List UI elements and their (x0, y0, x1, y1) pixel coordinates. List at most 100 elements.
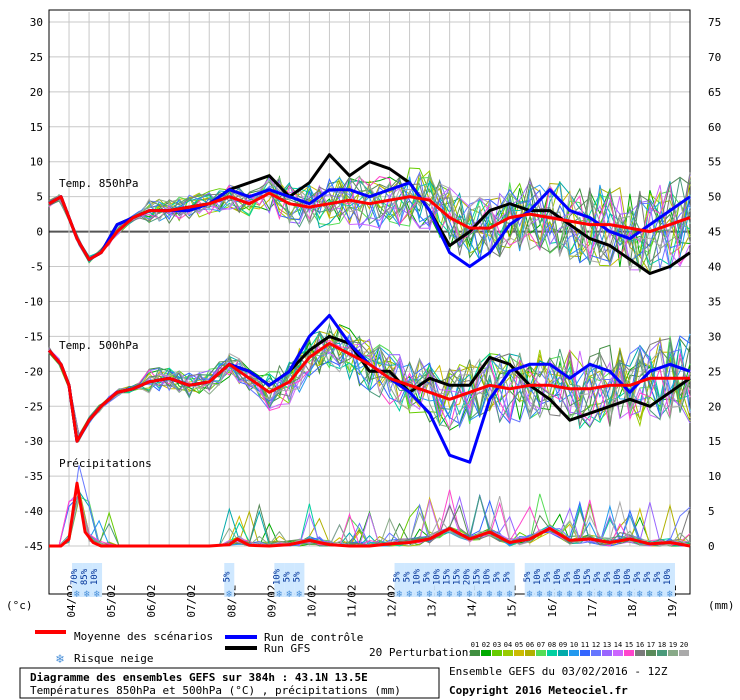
x-tick-label: 06/02 (145, 584, 158, 617)
perturbation-color-legend: 01 02 03 04 05 06 07 08 09 10 11 12 13 14 15 16 17 18 19 20 (470, 641, 689, 656)
snow-risk-marker: 5% ❄ (633, 563, 645, 600)
perturbation-id: 01 (471, 641, 479, 649)
perturbation-id: 18 (658, 641, 666, 649)
perturbation-id: 19 (669, 641, 677, 649)
snow-risk-marker: 10% ❄ (663, 563, 675, 600)
perturbation-swatch (613, 650, 623, 656)
snow-risk-box (554, 563, 565, 597)
panel-label-t500: Temp. 500hPa (59, 339, 138, 352)
snow-risk-box (584, 563, 595, 597)
snow-risk-pct: 10% (533, 568, 543, 585)
perturbation-id: 07 (537, 641, 545, 649)
perturbation-id: 05 (515, 641, 523, 649)
snow-risk-pct: 5% (643, 571, 653, 582)
perturbation-t500-12 (48, 333, 691, 442)
y-tick-right: 60 (708, 121, 721, 134)
snow-risk-marker: 5% ❄ (393, 563, 405, 600)
snow-risk-marker: 10% ❄ (413, 563, 425, 600)
snow-risk-box (504, 563, 515, 597)
perturbation-id: 08 (548, 641, 556, 649)
perturbation-t850-16 (48, 172, 691, 263)
snowflake-icon: ❄ (477, 589, 484, 600)
snow-risk-box (594, 563, 605, 597)
snowflake-icon: ❄ (55, 652, 64, 667)
snow-risk-box (654, 563, 665, 597)
snow-risk-pct: 10% (413, 568, 423, 585)
snow-risk-pct: 5% (423, 571, 433, 582)
perturbation-swatch (602, 650, 612, 656)
snowflake-icon: ❄ (627, 589, 634, 600)
snowflake-icon: ❄ (547, 589, 554, 600)
snow-risk-box (434, 563, 445, 597)
snow-risk-box (634, 563, 645, 597)
panel-label-t850: Temp. 850hPa (59, 177, 138, 190)
snow-risk-box (604, 563, 615, 597)
snowflake-icon: ❄ (55, 652, 64, 667)
perturbation-id: 11 (581, 641, 589, 649)
y-tick-right: 75 (708, 16, 721, 29)
footer-run: Ensemble GEFS du 03/02/2016 - 12Z (449, 665, 668, 678)
snow-risk-marker: 15% ❄ (473, 563, 485, 600)
y-tick-left: 30 (30, 16, 43, 29)
footer-title: Diagramme des ensembles GEFS sur 384h : … (30, 671, 368, 684)
perturbation-id: 15 (625, 641, 633, 649)
snowflake-icon: ❄ (507, 589, 514, 600)
perturbation-t850-17 (48, 176, 691, 267)
snowflake-icon: ❄ (647, 589, 654, 600)
snow-risk-marker: 5% ❄ (523, 563, 535, 600)
perturbation-swatch (635, 650, 645, 656)
snow-risk-marker: 5% ❄ (503, 563, 515, 600)
snow-risk-pct: 5% (282, 571, 292, 582)
y-tick-left: 15 (30, 121, 43, 134)
snowflake-icon: ❄ (447, 589, 454, 600)
snow-risk-marker: 5% ❄ (292, 563, 305, 600)
perturbation-id: 12 (592, 641, 600, 649)
snow-risk-pct: 10% (573, 568, 583, 585)
legend-control-label: Run de contrôle (264, 631, 363, 644)
y-tick-right: 40 (708, 261, 721, 274)
snow-risk-marker: 5% ❄ (282, 563, 295, 600)
y-tick-right: 65 (708, 86, 721, 99)
snow-risk-box (274, 563, 285, 597)
legend-snow-label: Risque neige (74, 652, 153, 665)
snowflake-icon: ❄ (226, 589, 233, 600)
perturbation-swatch (569, 650, 579, 656)
y-tick-left: 5 (36, 191, 43, 204)
snow-risk-marker: 5% ❄ (493, 563, 505, 600)
snow-risk-box (534, 563, 545, 597)
snowflake-icon: ❄ (617, 589, 624, 600)
series-t850-run-de-contr-le (48, 181, 691, 268)
snow-risk-pct: 10% (553, 568, 563, 585)
snowflake-icon: ❄ (577, 589, 584, 600)
y-tick-right: 0 (708, 540, 715, 553)
y-tick-left: -10 (23, 295, 43, 308)
perturbation-id: 09 (559, 641, 567, 649)
snowflake-icon: ❄ (407, 589, 414, 600)
snow-risk-box (574, 563, 585, 597)
snow-risk-pct: 5% (633, 571, 643, 582)
snowflake-icon: ❄ (527, 589, 534, 600)
perturbation-swatch (503, 650, 513, 656)
footer-box (19, 667, 440, 699)
footer-copyright: Copyright 2016 Meteociel.fr (449, 684, 628, 697)
main-series-lines (47, 153, 691, 548)
perturbation-swatch (591, 650, 601, 656)
y-tick-left: -35 (23, 470, 43, 483)
snow-risk-marker: 15% ❄ (443, 563, 455, 600)
snow-risk-marker: 5% ❄ (543, 563, 555, 600)
snowflake-icon: ❄ (557, 589, 564, 600)
perturbation-id: 14 (614, 641, 622, 649)
perturbation-t500-13 (48, 338, 691, 436)
y-tick-right: 50 (708, 191, 721, 204)
snow-risk-box (664, 563, 675, 597)
snow-risk-marker: 10% ❄ (90, 563, 103, 600)
snow-risk-marker: 20% ❄ (463, 563, 475, 600)
x-tick-label: 11/02 (345, 584, 358, 617)
y-tick-left: 0 (36, 226, 43, 239)
snow-risk-marker: 10% ❄ (483, 563, 495, 600)
snow-risk-box (294, 563, 305, 597)
y-tick-right: 70 (708, 51, 721, 64)
snowflake-icon: ❄ (417, 589, 424, 600)
snow-risk-pct: 10% (483, 568, 493, 585)
